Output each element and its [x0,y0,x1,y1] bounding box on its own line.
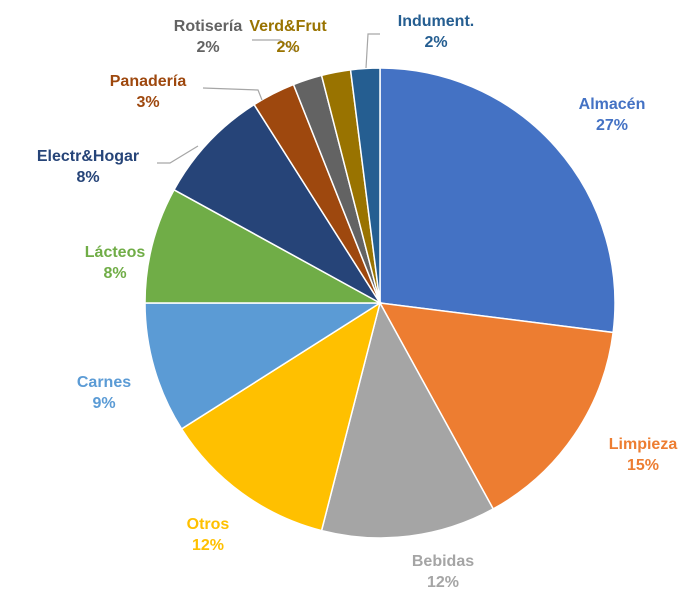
leader-line [157,145,199,164]
pie-slice [144,302,383,430]
slice-label-name: Indument. [398,13,474,30]
slice-label-value: 3% [136,94,159,111]
slice-label-name: Verd&Frut [249,18,327,35]
slice-label-value: 27% [596,117,628,134]
slice-label-name: Limpieza [609,436,678,453]
slice-label-name: Almacén [579,96,646,113]
pie-slice [180,301,382,532]
slice-label-name: Carnes [77,374,131,391]
slice-label-name: Bebidas [412,553,474,570]
pie-slice [173,103,381,304]
leader-line [252,39,297,53]
slice-label-value: 2% [276,39,299,56]
leader-line [202,87,263,101]
slice-label-value: 12% [427,574,459,591]
pie-slice [378,302,614,510]
slice-label-name: Panadería [110,73,187,90]
slice-label-value: 12% [192,537,224,554]
slice-label-value: 8% [76,169,99,186]
leader-line [365,33,380,69]
slice-label-name: Rotisería [174,18,243,35]
slice-label-value: 15% [627,457,659,474]
slice-label-name: Lácteos [85,244,146,261]
pie-slice [379,67,616,334]
slice-label-value: 8% [103,265,126,282]
slice-label-value: 2% [424,34,447,51]
pie-slice [349,67,381,304]
slice-label-value: 9% [92,395,115,412]
pie-slice [144,188,381,304]
pie-slice [320,300,495,539]
slice-label-value: 2% [196,39,219,56]
slice-label-name: Electr&Hogar [37,148,139,165]
slice-label-name: Otros [187,516,230,533]
